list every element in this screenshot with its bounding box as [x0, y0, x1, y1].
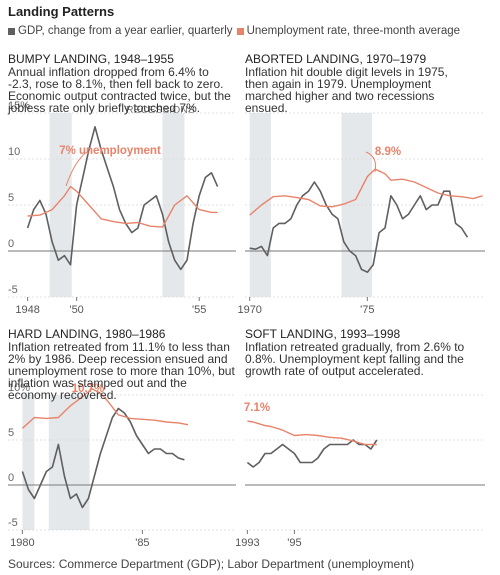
- x-tick-label: 1980: [10, 537, 34, 549]
- annotation-arrow: [65, 150, 89, 187]
- series-line: [247, 420, 377, 446]
- y-tick-label: 5: [8, 427, 14, 439]
- recession-band: [22, 395, 35, 530]
- series-line: [249, 168, 483, 216]
- x-tick-label: '55: [192, 304, 206, 316]
- panel-title: HARD LANDING, 1980–1986: [8, 327, 166, 341]
- panel-title: SOFT LANDING, 1993–1998: [245, 327, 401, 341]
- panel-description: Annual inflation dropped from 6.4% to -2…: [8, 65, 231, 115]
- y-tick-label: -5: [8, 517, 18, 529]
- y-tick-label: 0: [8, 472, 14, 484]
- panel-title: ABORTED LANDING, 1970–1979: [245, 52, 427, 66]
- annotation: 7.1%: [244, 402, 270, 414]
- panel-description: Inflation retreated gradually, from 2.6%…: [245, 340, 465, 378]
- series-line: [21, 388, 189, 429]
- recession-band: [48, 395, 90, 530]
- page-title: Landing Patterns: [8, 4, 115, 19]
- x-tick-label: '95: [287, 537, 301, 549]
- legend: GDP, change from a year earlier, quarter…: [8, 25, 460, 37]
- x-tick-label: 1970: [237, 304, 261, 316]
- legend-label: GDP, change from a year earlier, quarter…: [18, 25, 233, 37]
- panel-description: Inflation retreated from 11.1% to less t…: [8, 340, 235, 402]
- annotation: 7% unemployment: [59, 145, 161, 157]
- y-tick-label: 5: [8, 192, 14, 204]
- recession-band: [249, 113, 271, 297]
- x-tick-label: '85: [135, 537, 149, 549]
- y-tick-label: 0: [8, 238, 14, 250]
- legend-label: Unemployment rate, three-month average: [246, 25, 461, 37]
- y-tick-label: -5: [8, 284, 18, 296]
- y-tick-label: 15%: [8, 100, 30, 112]
- legend-swatch: [236, 27, 244, 35]
- series-line: [27, 185, 218, 228]
- x-tick-label: '75: [360, 304, 374, 316]
- panel-description: Inflation hit double digit levels in 197…: [245, 65, 448, 115]
- y-tick-label: 10: [8, 146, 20, 158]
- y-tick-label: 10%: [8, 382, 30, 394]
- annotation: 8.9%: [375, 146, 401, 158]
- annotation: 10.7%: [72, 383, 105, 395]
- annotation-arrow: [365, 151, 377, 173]
- panel-title: BUMPY LANDING, 1948–1955: [8, 52, 174, 66]
- x-tick-label: 1948: [15, 304, 39, 316]
- series-line: [246, 439, 378, 468]
- x-tick-label: 1993: [235, 537, 259, 549]
- x-tick-label: '50: [69, 304, 83, 316]
- legend-swatch: [8, 27, 15, 35]
- series-line: [21, 407, 185, 509]
- series-line: [26, 126, 219, 271]
- source: Sources: Commerce Department (GDP); Labo…: [8, 557, 415, 571]
- series-line: [249, 181, 469, 273]
